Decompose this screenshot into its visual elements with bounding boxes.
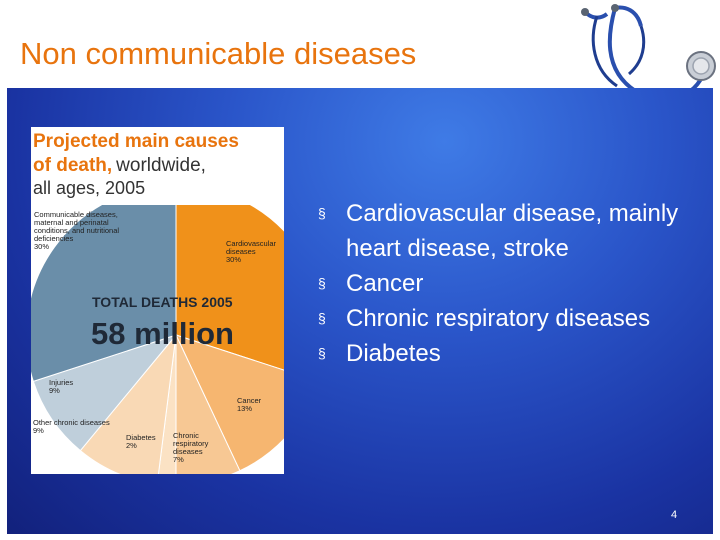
label-communicable-line: 30% (34, 242, 49, 251)
bullet-text: Cancer (346, 270, 424, 297)
slice-cancer (175, 334, 284, 472)
bullet-marker: § (318, 345, 326, 361)
pie-slices (31, 205, 284, 474)
label-respiratory: Chronic respiratory diseases 7% (173, 431, 209, 464)
label-cancer-line: 13% (237, 404, 252, 413)
label-communicable-line: conditions, and nutritional (34, 226, 119, 235)
label-cardiovascular-line: 30% (226, 255, 241, 264)
label-communicable-line: maternal and perinatal (34, 218, 109, 227)
bullet-marker: § (318, 205, 326, 221)
heading-line3: all ages, 2005 (33, 178, 145, 198)
heading-line2: of death, worldwide, (33, 155, 206, 176)
bullet-list: § Cardiovascular disease, mainly heart di… (318, 196, 713, 371)
label-cancer-line: Cancer (237, 396, 262, 405)
label-communicable-line: deficiencies (34, 234, 73, 243)
slice-respiratory (175, 334, 241, 474)
heading-line1: Projected main causes (33, 131, 239, 152)
label-other-chronic: Other chronic diseases 9% (33, 418, 110, 435)
label-cancer: Cancer 13% (237, 396, 262, 413)
total-deaths-value: 58 million (91, 316, 234, 351)
label-cardiovascular-line: Cardiovascular (226, 239, 277, 248)
bullet-item: § Cardiovascular disease, mainly heart di… (318, 196, 713, 266)
heading-line2-light: worldwide, (115, 155, 206, 176)
bullet-item: § Cancer (318, 266, 713, 301)
label-cardiovascular: Cardiovascular diseases 30% (226, 239, 277, 264)
slide-title: Non communicable diseases (20, 36, 417, 71)
bullet-item: § Diabetes (318, 336, 713, 371)
label-diabetes: Diabetes 2% (126, 433, 156, 450)
slice-injuries (32, 333, 178, 452)
label-communicable: Communicable diseases, maternal and perin… (34, 210, 119, 251)
slice-other-chronic (79, 333, 177, 474)
slice-communicable (31, 205, 177, 382)
label-other-chronic-line: 9% (33, 426, 44, 435)
label-diabetes-line: Diabetes (126, 433, 156, 442)
bullet-text: Cardiovascular disease, mainly heart dis… (346, 200, 679, 262)
label-injuries-line: 9% (49, 386, 60, 395)
bullet-marker: § (318, 310, 326, 326)
label-cardiovascular-line: diseases (226, 247, 256, 256)
projected-deaths-figure: Projected main causes of death, worldwide… (31, 127, 284, 474)
label-communicable-line: Communicable diseases, (34, 210, 118, 219)
label-injuries-line: Injuries (49, 378, 73, 387)
page-number: 4 (671, 509, 678, 521)
slice-cardiovascular (175, 205, 284, 371)
bullet-marker: § (318, 275, 326, 291)
bullet-text: Chronic respiratory diseases (346, 305, 651, 332)
label-respiratory-line: diseases (173, 447, 203, 456)
label-respiratory-line: respiratory (173, 439, 209, 448)
label-respiratory-line: 7% (173, 455, 184, 464)
bullet-text: Diabetes (346, 340, 441, 367)
label-diabetes-line: 2% (126, 441, 137, 450)
label-injuries: Injuries 9% (49, 378, 73, 395)
bullet-item: § Chronic respiratory diseases (318, 301, 713, 336)
slice-diabetes (157, 334, 177, 474)
total-deaths-label: TOTAL DEATHS 2005 (92, 294, 233, 310)
label-other-chronic-line: Other chronic diseases (33, 418, 110, 427)
heading-line2-bold: of death, (33, 155, 112, 176)
label-respiratory-line: Chronic (173, 431, 199, 440)
